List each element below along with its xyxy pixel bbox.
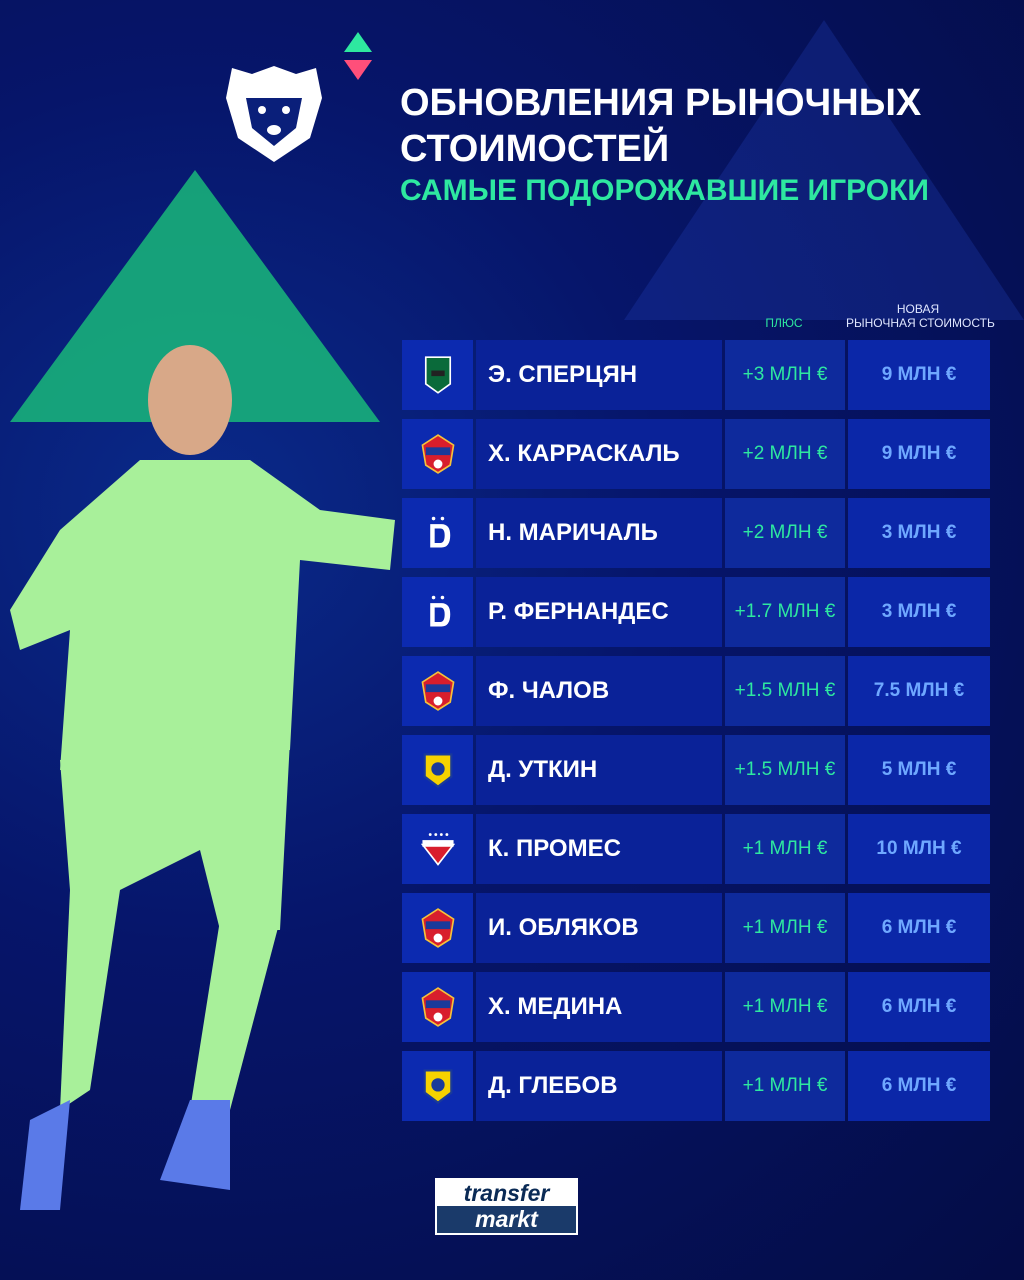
new-market-value: 6 МЛН € [848, 972, 990, 1042]
dynamo-crest-icon [429, 595, 450, 627]
cska-crest-icon [421, 671, 454, 711]
value-increase: +1 МЛН € [725, 893, 845, 963]
new-market-value: 9 МЛН € [848, 340, 990, 410]
column-header-plus: ПЛЮС [765, 316, 803, 330]
rpl-bear-logo [226, 66, 322, 162]
new-market-value: 10 МЛН € [848, 814, 990, 884]
value-increase: +1 МЛН € [725, 814, 845, 884]
player-name: Э. СПЕРЦЯН [476, 340, 722, 410]
table-row: Э. СПЕРЦЯН +3 МЛН € 9 МЛН € [402, 340, 990, 410]
up-down-arrows-icon [344, 32, 372, 80]
club-cell [402, 419, 473, 489]
club-cell [402, 893, 473, 963]
player-name: К. ПРОМЕС [476, 814, 722, 884]
table-row: Ф. ЧАЛОВ +1.5 МЛН € 7.5 МЛН € [402, 656, 990, 726]
club-cell [402, 735, 473, 805]
club-cell [402, 972, 473, 1042]
transfermarkt-logo: transfer markt [435, 1178, 578, 1235]
club-cell [402, 656, 473, 726]
player-name: Х. МЕДИНА [476, 972, 722, 1042]
table-row: Х. КАРРАСКАЛЬ +2 МЛН € 9 МЛН € [402, 419, 990, 489]
cska-crest-icon [421, 434, 454, 474]
value-increase: +1.7 МЛН € [725, 577, 845, 647]
new-market-value: 3 МЛН € [848, 577, 990, 647]
table-row: К. ПРОМЕС +1 МЛН € 10 МЛН € [402, 814, 990, 884]
value-increase: +2 МЛН € [725, 498, 845, 568]
club-cell [402, 498, 473, 568]
krasnodar-crest-icon [424, 356, 451, 394]
column-header-new-value: НОВАЯ РЫНОЧНАЯ СТОИМОСТЬ [846, 302, 995, 330]
table-row: Х. МЕДИНА +1 МЛН € 6 МЛН € [402, 972, 990, 1042]
table-row: Д. УТКИН +1.5 МЛН € 5 МЛН € [402, 735, 990, 805]
new-market-value: 9 МЛН € [848, 419, 990, 489]
logo-line-2: markt [437, 1206, 576, 1233]
value-increase: +3 МЛН € [725, 340, 845, 410]
rostov-crest-icon [423, 753, 452, 789]
value-increase: +1 МЛН € [725, 972, 845, 1042]
header-line-1: НОВАЯ [896, 302, 940, 316]
table-row: Н. МАРИЧАЛЬ +2 МЛН € 3 МЛН € [402, 498, 990, 568]
new-market-value: 6 МЛН € [848, 893, 990, 963]
player-name: Н. МАРИЧАЛЬ [476, 498, 722, 568]
new-market-value: 6 МЛН € [848, 1051, 990, 1121]
background-triangle [624, 20, 1024, 320]
title-line-2: СТОИМОСТЕЙ [400, 128, 670, 170]
cska-crest-icon [421, 987, 454, 1027]
club-cell [402, 577, 473, 647]
new-market-value: 5 МЛН € [848, 735, 990, 805]
player-name: Д. УТКИН [476, 735, 722, 805]
new-market-value: 7.5 МЛН € [848, 656, 990, 726]
club-cell [402, 814, 473, 884]
rostov-crest-icon [423, 1069, 452, 1105]
value-increase: +2 МЛН € [725, 419, 845, 489]
club-cell [402, 340, 473, 410]
header-line-2: РЫНОЧНАЯ СТОИМОСТЬ [846, 316, 995, 330]
player-name: И. ОБЛЯКОВ [476, 893, 722, 963]
logo-line-1: transfer [437, 1180, 576, 1206]
table-row: И. ОБЛЯКОВ +1 МЛН € 6 МЛН € [402, 893, 990, 963]
table-row: Д. ГЛЕБОВ +1 МЛН € 6 МЛН € [402, 1051, 990, 1121]
table-row: Р. ФЕРНАНДЕС +1.7 МЛН € 3 МЛН € [402, 577, 990, 647]
value-increase: +1.5 МЛН € [725, 735, 845, 805]
spartak-crest-icon [420, 833, 455, 866]
value-increase: +1 МЛН € [725, 1051, 845, 1121]
page-subtitle: САМЫЕ ПОДОРОЖАВШИЕ ИГРОКИ [400, 174, 929, 207]
title-line-1: ОБНОВЛЕНИЯ РЫНОЧНЫХ [400, 82, 922, 124]
player-name: Р. ФЕРНАНДЕС [476, 577, 722, 647]
player-name: Ф. ЧАЛОВ [476, 656, 722, 726]
player-name: Х. КАРРАСКАЛЬ [476, 419, 722, 489]
dynamo-crest-icon [429, 516, 450, 548]
club-cell [402, 1051, 473, 1121]
player-photo [10, 345, 395, 1210]
value-increase: +1.5 МЛН € [725, 656, 845, 726]
player-name: Д. ГЛЕБОВ [476, 1051, 722, 1121]
new-market-value: 3 МЛН € [848, 498, 990, 568]
cska-crest-icon [421, 908, 454, 948]
page-title: ОБНОВЛЕНИЯ РЫНОЧНЫХ СТОИМОСТЕЙ [400, 80, 921, 172]
